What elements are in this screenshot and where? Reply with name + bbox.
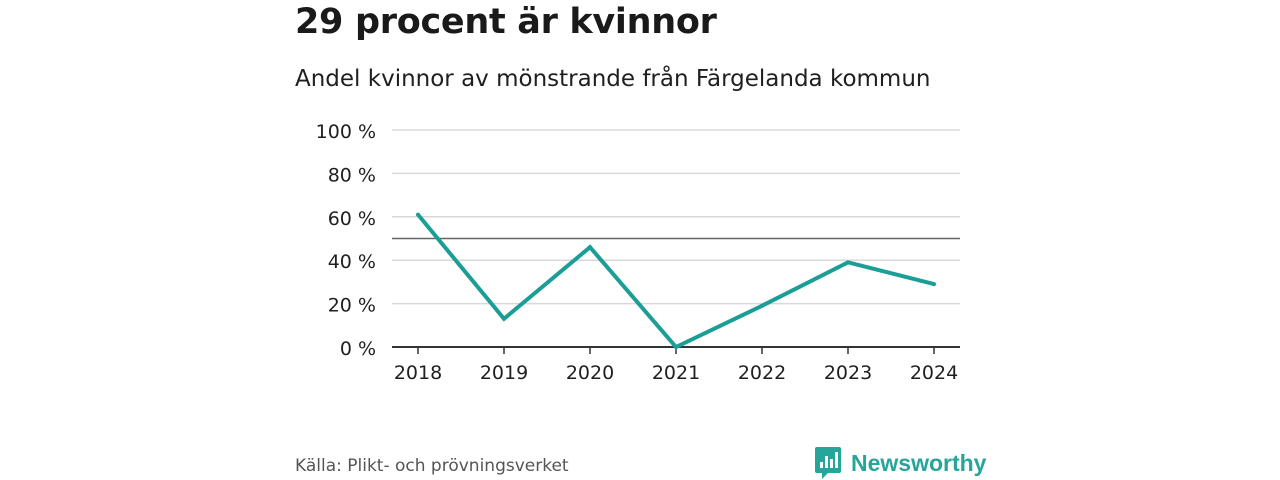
source-note: Källa: Plikt- och prövningsverket: [295, 456, 569, 476]
x-tick-label: 2023: [824, 362, 872, 384]
y-tick-label: 40 %: [328, 251, 376, 273]
data-point: [502, 316, 506, 321]
y-axis-ticks: 0 % 20 % 40 % 60 % 80 % 100 %: [316, 121, 376, 360]
x-tick-label: 2019: [480, 362, 528, 384]
grid-lines: [392, 129, 960, 305]
y-tick-label: 20 %: [328, 295, 376, 317]
chart-subtitle: Andel kvinnor av mönstrande från Färgela…: [295, 66, 931, 92]
data-point: [846, 260, 850, 265]
newsworthy-logo-icon: [815, 447, 841, 479]
data-point: [588, 245, 592, 250]
chart-title: 29 procent är kvinnor: [295, 2, 717, 42]
newsworthy-logo: Newsworthy: [814, 446, 986, 480]
x-axis-ticks: 2018 2019 2020 2021 2022 2023 2024: [394, 347, 958, 384]
y-tick-label: 0 %: [340, 338, 376, 360]
x-tick-label: 2021: [652, 362, 700, 384]
series-line: [416, 213, 935, 350]
x-tick-label: 2024: [910, 362, 958, 384]
y-tick-label: 100 %: [316, 121, 376, 143]
y-tick-label: 80 %: [328, 164, 376, 186]
series-group: [416, 212, 936, 350]
x-tick-label: 2020: [566, 362, 614, 384]
data-point: [416, 212, 420, 217]
x-tick-label: 2018: [394, 362, 442, 384]
x-tick-label: 2022: [738, 362, 786, 384]
newsworthy-logo-text: Newsworthy: [851, 449, 987, 476]
data-point: [932, 282, 936, 287]
data-point: [760, 303, 764, 308]
y-tick-label: 60 %: [328, 208, 376, 230]
data-point: [674, 345, 678, 349]
line-chart: 0 % 20 % 40 % 60 % 80 % 100 % 2018 2019 2020 202…: [316, 121, 960, 384]
